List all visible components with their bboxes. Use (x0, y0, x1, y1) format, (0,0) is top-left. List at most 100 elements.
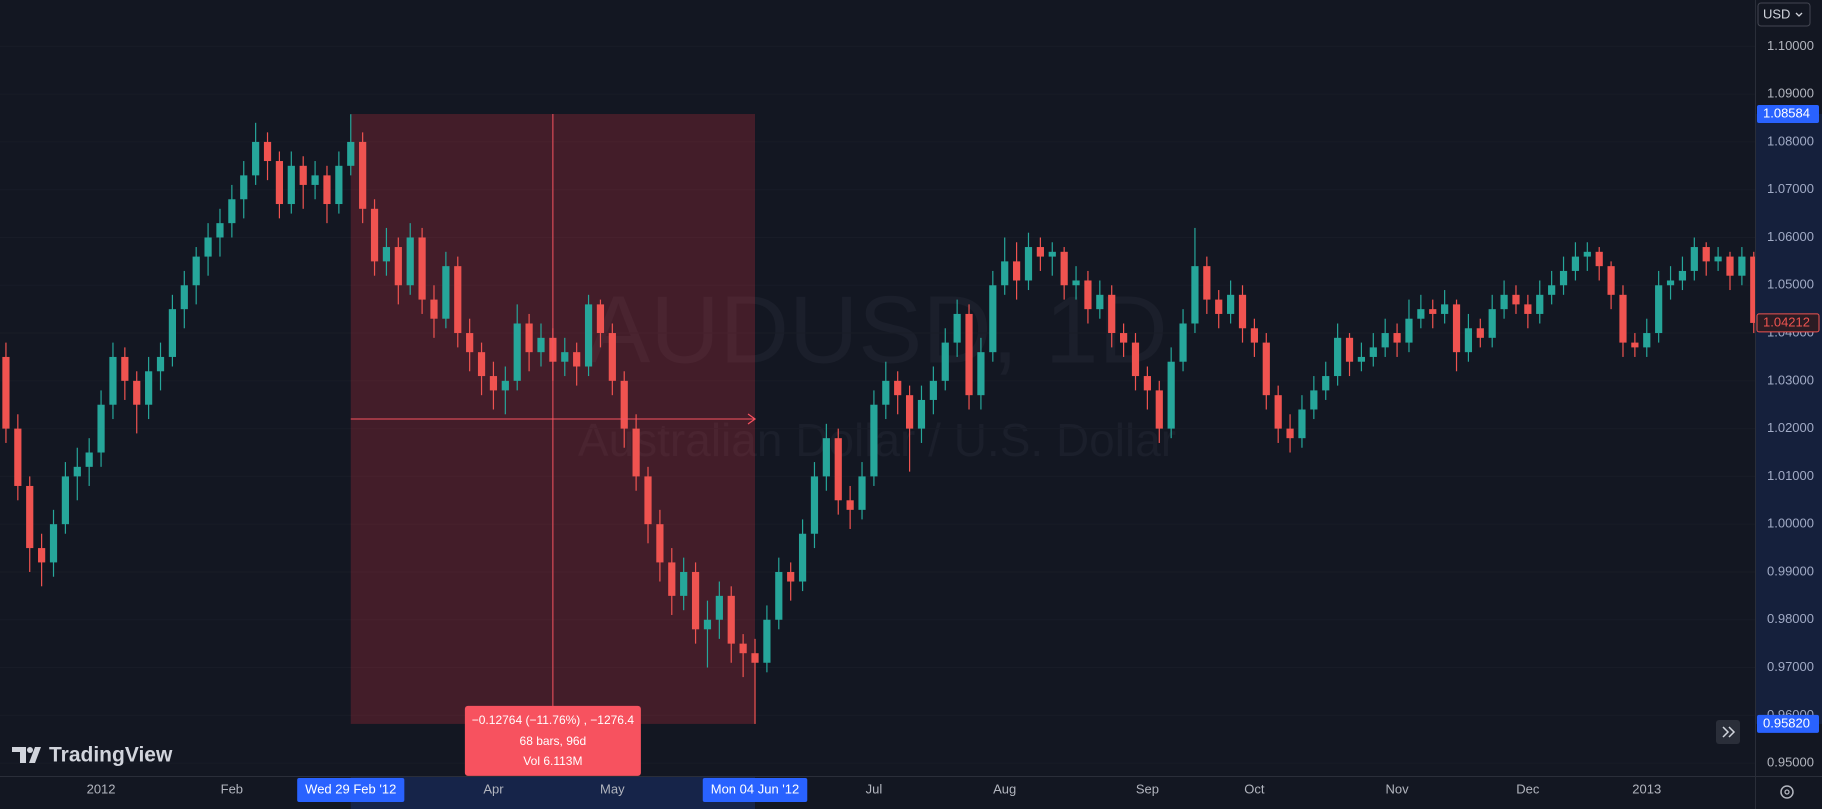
time-range-band (350, 777, 756, 809)
gear-inner[interactable] (1784, 789, 1790, 795)
candle-body (537, 337, 545, 353)
candle-body (394, 247, 402, 286)
candle-body (1655, 285, 1663, 334)
candle-body (1524, 304, 1532, 314)
measure-change: −0.12764 (−11.76%) , −1276.4 (472, 713, 635, 727)
scroll-icon (1722, 726, 1736, 738)
last-price-label: 1.04212 (1763, 314, 1810, 329)
candle-body (584, 304, 593, 367)
candle-body (894, 380, 902, 396)
candle-body (680, 571, 688, 596)
candle-body (454, 266, 462, 334)
x-tick-label: May (600, 781, 625, 796)
candle-body (1143, 376, 1151, 391)
currency-box[interactable] (1757, 2, 1811, 27)
candle-body (941, 342, 949, 381)
plot-area: AUDUSD, 1D Australian Dollar / U.S. Doll… (0, 45, 1755, 764)
candle-body (1512, 294, 1520, 305)
settings-button[interactable] (1780, 785, 1794, 799)
last-price-box (1756, 313, 1820, 333)
logo-dot[interactable] (27, 747, 33, 753)
candle-body (240, 175, 248, 200)
candle-body (61, 476, 69, 525)
brand-logo[interactable]: TradingView (12, 744, 173, 767)
candle-body (180, 285, 188, 310)
candle-body (1322, 376, 1330, 391)
candle-body (1262, 342, 1270, 396)
candle-body (311, 175, 319, 185)
x-tick-label-selected: Wed 29 Feb '12 (305, 781, 396, 796)
candle-body (49, 524, 58, 563)
candle-body (477, 352, 486, 377)
candle-body (787, 571, 795, 582)
x-tick-label: Aug (993, 781, 1016, 796)
candle-body (751, 653, 759, 663)
candle-body (1548, 285, 1556, 295)
candle-body (1072, 280, 1080, 286)
y-tick-label: 1.02000 (1767, 420, 1814, 435)
candle-body (1607, 266, 1615, 295)
y-tick-label: 0.97000 (1767, 659, 1814, 674)
candle-body (1024, 247, 1033, 281)
x-tick-label: Dec (1516, 781, 1540, 796)
candle-body (252, 141, 260, 176)
y-tick-label: 1.06000 (1767, 229, 1814, 244)
y-tick-label: 1.03000 (1767, 372, 1814, 387)
candle-body (810, 476, 819, 534)
candle-body (596, 304, 605, 334)
price-high-box (1757, 105, 1819, 124)
symbol-watermark: AUDUSD, 1D (586, 276, 1167, 383)
candle-body (1155, 390, 1163, 429)
candle-body (1536, 294, 1544, 314)
logo-mark[interactable] (12, 747, 41, 763)
candle-body (323, 175, 331, 205)
currency-label[interactable]: USD (1763, 6, 1790, 21)
currency-dropdown[interactable]: USD (1757, 2, 1811, 27)
candle-body (1012, 261, 1021, 281)
candle-body (703, 619, 712, 630)
candle-body (846, 500, 854, 510)
candle-body (1726, 256, 1734, 276)
x-tick-label: Oct (1244, 781, 1265, 796)
candle-body (1464, 328, 1473, 353)
candle-body (882, 380, 890, 405)
y-tick-label: 0.99000 (1767, 563, 1814, 578)
candle-body (1559, 270, 1568, 286)
candle-body (1345, 337, 1354, 362)
candle-body (1238, 294, 1247, 329)
candle-body (501, 380, 509, 391)
y-tick-label: 0.95000 (1767, 755, 1814, 770)
candle-body (26, 485, 34, 549)
scroll-to-latest[interactable] (1716, 720, 1740, 744)
candle-body (1452, 304, 1461, 353)
candle-body (275, 161, 284, 205)
candle-body (1334, 337, 1342, 377)
y-tick-label: 1.05000 (1767, 277, 1814, 292)
candle-body (109, 356, 117, 405)
candle-body (418, 237, 426, 300)
candle-body (965, 313, 973, 396)
candle-body (38, 548, 46, 563)
brand-name[interactable]: TradingView (49, 744, 173, 767)
candle-body (347, 141, 355, 166)
candle-body (1643, 333, 1651, 348)
candle-body (1405, 318, 1413, 343)
candle-body (1131, 342, 1140, 377)
candle-body (1096, 294, 1104, 310)
candle-body (382, 247, 391, 262)
candle-body (1215, 299, 1223, 314)
x-tick-label: Feb (221, 781, 243, 796)
candle-body (953, 313, 961, 343)
gear-outer[interactable] (1780, 785, 1794, 799)
candle-body (573, 352, 581, 367)
candle-body (525, 323, 533, 353)
y-tick-label: 1.07000 (1767, 181, 1814, 196)
candle-body (359, 141, 367, 209)
candle-body (727, 595, 735, 644)
candle-body (798, 533, 807, 582)
candle-body (1369, 347, 1377, 357)
candle-body (561, 352, 569, 362)
x-tick-label-box (297, 778, 405, 802)
candle-body (1357, 356, 1366, 362)
candle-body (1001, 261, 1009, 286)
